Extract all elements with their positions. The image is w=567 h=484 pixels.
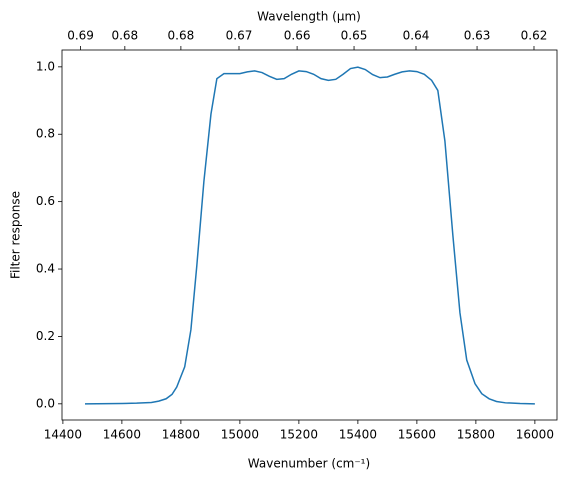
x-tick-label: 16000 [516,428,554,442]
x-tick-label: 14800 [162,428,200,442]
x-axis-label: Wavenumber (cm⁻¹) [248,457,370,471]
x2-tick-label: 0.69 [67,29,94,43]
y-tick-label: 0.0 [36,396,55,410]
y-tick-label: 0.2 [36,329,55,343]
x-tick-label: 15800 [457,428,495,442]
x2-tick-label: 0.68 [111,29,138,43]
x2-tick-label: 0.64 [403,29,430,43]
data-line [85,66,535,405]
y-tick-label: 0.6 [36,194,55,208]
x2-axis-label: Wavelength (μm) [257,10,361,24]
x2-tick-label: 0.67 [226,29,253,43]
x2-tick-label: 0.65 [341,29,368,43]
plot-frame [61,49,558,421]
y-tick-label: 1.0 [36,59,55,73]
x2-tick-label: 0.62 [521,29,548,43]
x-tick-label: 14600 [103,428,141,442]
x-tick-label: 15400 [339,428,377,442]
y-axis-label: Filter response [9,191,23,279]
x-tick-label: 14400 [44,428,82,442]
x2-tick-label: 0.63 [464,29,491,43]
y-tick-label: 0.8 [36,127,55,141]
x2-tick-label: 0.68 [168,29,195,43]
x-tick-label: 15600 [398,428,436,442]
x2-tick-label: 0.66 [284,29,311,43]
x-tick-label: 15000 [221,428,259,442]
x-tick-label: 15200 [280,428,318,442]
y-tick-label: 0.4 [36,262,55,276]
